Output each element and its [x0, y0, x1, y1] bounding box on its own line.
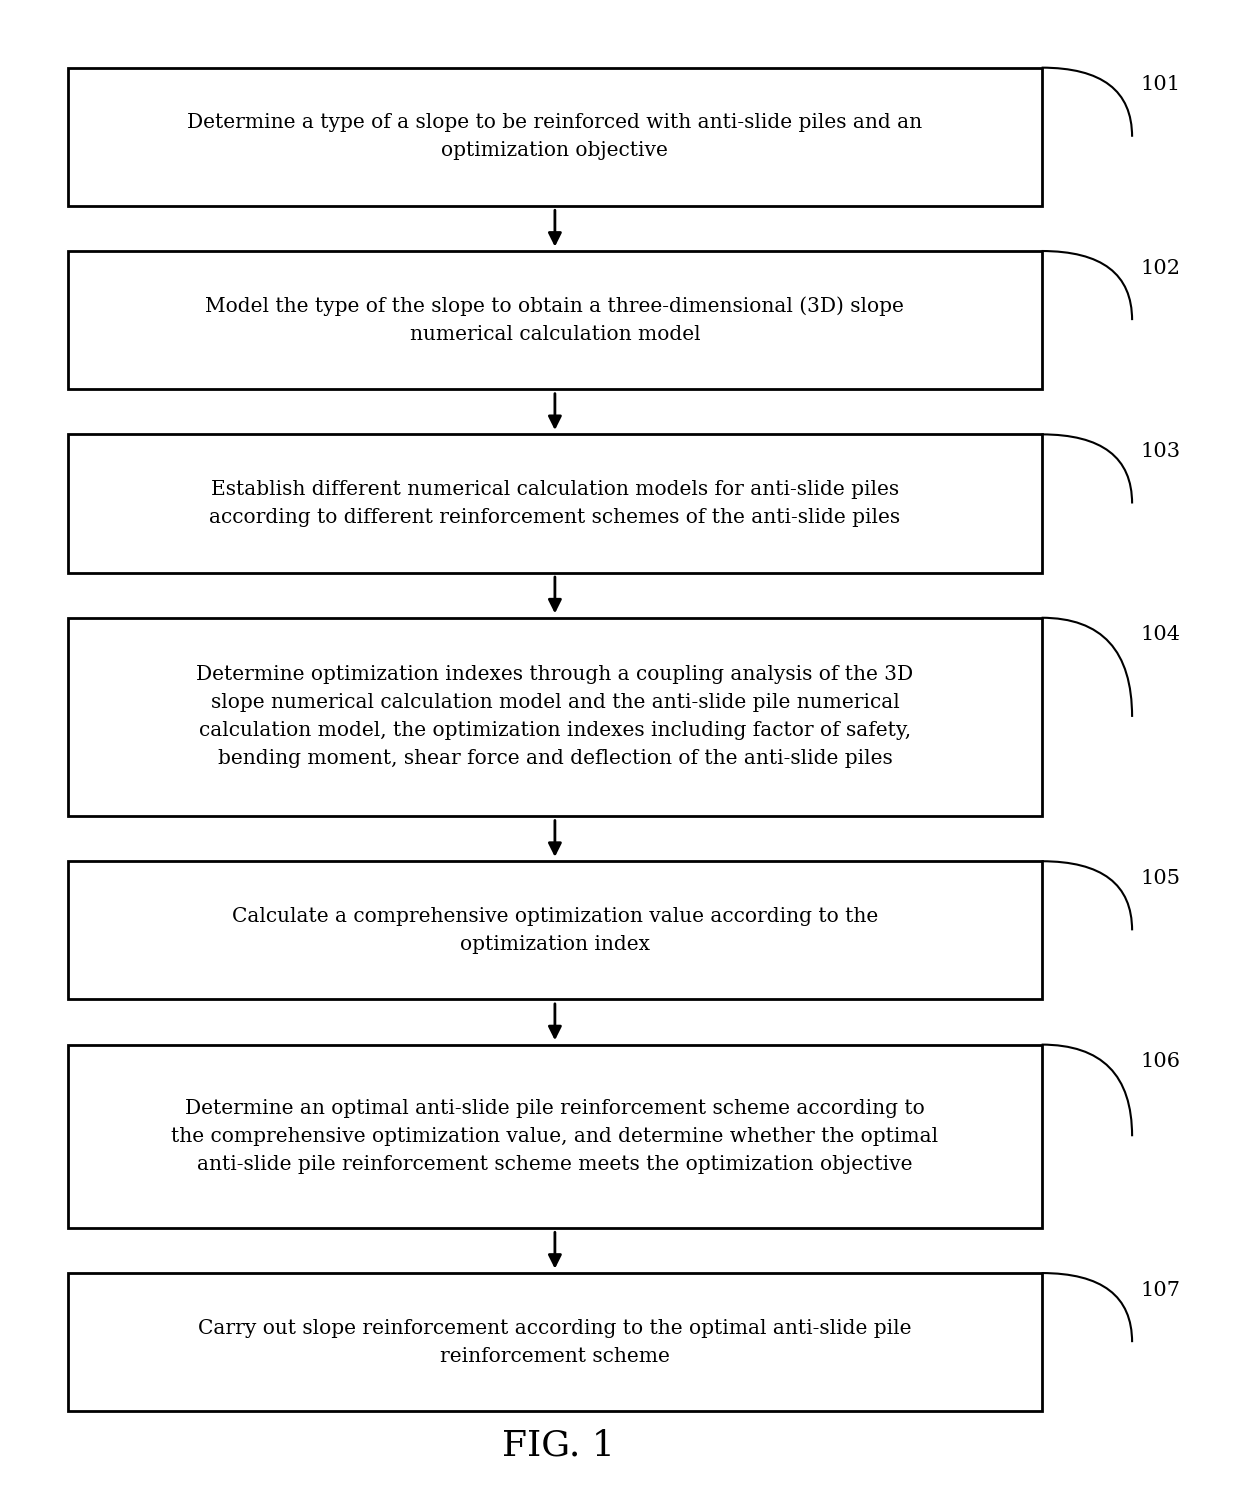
Text: Model the type of the slope to obtain a three-dimensional (3D) slope
numerical c: Model the type of the slope to obtain a …: [206, 296, 904, 344]
Text: Calculate a comprehensive optimization value according to the
optimization index: Calculate a comprehensive optimization v…: [232, 906, 878, 954]
Text: Determine an optimal anti-slide pile reinforcement scheme according to
the compr: Determine an optimal anti-slide pile rei…: [171, 1099, 939, 1174]
Bar: [68, 861, 1042, 999]
Text: Establish different numerical calculation models for anti-slide piles
according : Establish different numerical calculatio…: [210, 479, 900, 528]
Bar: [68, 434, 1042, 573]
Text: Determine a type of a slope to be reinforced with anti-slide piles and an
optimi: Determine a type of a slope to be reinfo…: [187, 113, 923, 161]
Bar: [68, 68, 1042, 206]
Bar: [68, 1273, 1042, 1411]
Text: 104: 104: [1141, 625, 1180, 645]
Text: Determine optimization indexes through a coupling analysis of the 3D
slope numer: Determine optimization indexes through a…: [196, 666, 914, 768]
Bar: [68, 618, 1042, 816]
Text: 106: 106: [1141, 1052, 1180, 1072]
Text: 103: 103: [1141, 442, 1180, 461]
Text: 105: 105: [1141, 869, 1180, 888]
Bar: [68, 1045, 1042, 1228]
Text: 107: 107: [1141, 1281, 1180, 1300]
Text: 101: 101: [1141, 75, 1180, 95]
Text: 102: 102: [1141, 259, 1180, 278]
Text: FIG. 1: FIG. 1: [501, 1429, 615, 1462]
Text: Carry out slope reinforcement according to the optimal anti-slide pile
reinforce: Carry out slope reinforcement according …: [198, 1318, 911, 1366]
Bar: [68, 251, 1042, 389]
